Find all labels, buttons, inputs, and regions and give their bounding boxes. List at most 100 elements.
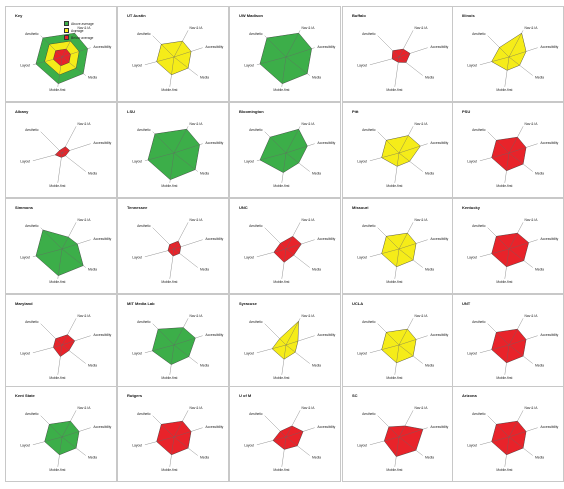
axis-spoke	[394, 436, 400, 467]
axis-spoke	[264, 35, 287, 58]
legend-label: Below average	[71, 35, 94, 40]
axis-label: Media	[88, 76, 97, 80]
axis-spoke	[169, 56, 175, 87]
axis-spoke	[173, 239, 203, 250]
axis-label: Mobile-first	[49, 376, 65, 380]
axis-label: Nav & IA	[189, 314, 203, 318]
chart-title: LSU	[127, 109, 135, 114]
axis-spoke	[394, 152, 400, 183]
axis-spoke	[508, 344, 533, 364]
radar-svg-uw-madison: Nav & IA Accessibility Media Mobile-first La…	[244, 26, 335, 92]
axis-spoke	[508, 30, 524, 58]
axis-spoke	[32, 56, 63, 65]
axis-spoke	[285, 410, 301, 438]
axis-spoke	[40, 323, 63, 346]
axis-label: Accessibility	[430, 333, 448, 337]
radar-svg-ucla: Nav & IA Accessibility Media Mobile-first La…	[357, 314, 448, 380]
axis-label: Aesthetic	[362, 412, 376, 416]
axis-label: Accessibility	[430, 425, 448, 429]
axis-label: Nav & IA	[77, 314, 91, 318]
axis-label: Accessibility	[93, 141, 111, 145]
axis-label: Nav & IA	[301, 122, 315, 126]
radar-shape-u-of-m	[272, 425, 304, 450]
axis-spoke	[487, 323, 510, 346]
axis-label: Aesthetic	[249, 412, 263, 416]
axis-label: Mobile-first	[273, 184, 289, 188]
axis-spoke	[144, 248, 175, 257]
axis-label: Aesthetic	[137, 32, 151, 36]
radar-cell-pitt: Pitt Nav & IA Accessibility Media Mobile-fir…	[342, 102, 454, 198]
axis-label: Nav & IA	[414, 122, 428, 126]
radar-cell-bloomington: Bloomington Nav & IA Accessibility Media Mob…	[229, 102, 341, 198]
axis-label: Aesthetic	[362, 32, 376, 36]
axis-spoke	[144, 344, 175, 353]
axis-label: Layout	[244, 160, 254, 164]
axis-spoke	[398, 143, 428, 154]
radar-svg-illinois: Nav & IA Accessibility Media Mobile-first La…	[467, 26, 558, 92]
axis-label: Layout	[467, 352, 477, 356]
chart-title: PSU	[462, 109, 471, 114]
radar-svg-tennessee: Nav & IA Accessibility Media Mobile-first La…	[132, 218, 223, 284]
axis-spoke	[487, 227, 510, 250]
axis-spoke	[398, 335, 428, 346]
axis-label: Accessibility	[317, 333, 335, 337]
radar-svg-albany: Nav & IA Accessibility Media Mobile-first La…	[20, 122, 111, 188]
axis-label: Layout	[467, 160, 477, 164]
axis-label: Layout	[244, 444, 254, 448]
axis-spoke	[256, 344, 287, 353]
radar-svg-psu: Nav & IA Accessibility Media Mobile-first La…	[467, 122, 558, 188]
axis-spoke	[61, 126, 77, 154]
axis-spoke	[256, 152, 287, 161]
axis-label: Nav & IA	[77, 218, 91, 222]
axis-spoke	[377, 323, 400, 346]
axis-spoke	[173, 126, 189, 154]
axis-spoke	[285, 318, 301, 346]
axis-label: Nav & IA	[301, 406, 315, 410]
axis-label: Accessibility	[317, 141, 335, 145]
axis-spoke	[377, 131, 400, 154]
radar-svg-key: Nav & IA Accessibility Media Mobile-first La…	[20, 26, 111, 92]
axis-label: Media	[88, 456, 97, 460]
radar-svg-kentucky: Nav & IA Accessibility Media Mobile-first La…	[467, 218, 558, 284]
axis-spoke	[508, 239, 538, 250]
axis-label: Accessibility	[430, 45, 448, 49]
axis-spoke	[508, 436, 533, 456]
axis-spoke	[285, 143, 315, 154]
axis-label: Media	[312, 76, 321, 80]
radar-svg-rutgers: Nav & IA Accessibility Media Mobile-first La…	[132, 406, 223, 472]
axis-spoke	[508, 335, 538, 346]
axis-label: Nav & IA	[77, 26, 91, 30]
axis-spoke	[256, 248, 287, 257]
axis-spoke	[32, 436, 63, 445]
axis-spoke	[173, 30, 189, 58]
axis-spoke	[61, 344, 86, 364]
axis-label: Layout	[357, 256, 367, 260]
axis-label: Accessibility	[317, 45, 335, 49]
legend-label: Average	[71, 28, 84, 33]
chart-title: Syracuse	[239, 301, 257, 306]
radar-svg-maryland: Nav & IA Accessibility Media Mobile-first La…	[20, 314, 111, 380]
axis-label: Mobile-first	[49, 184, 65, 188]
axis-label: Mobile-first	[161, 468, 177, 472]
radar-cell-sc: SC Nav & IA Accessibility Media Mobile-first…	[342, 386, 454, 482]
axis-label: Mobile-first	[496, 280, 512, 284]
axis-spoke	[152, 35, 175, 58]
axis-spoke	[61, 56, 86, 76]
axis-label: Aesthetic	[25, 128, 39, 132]
axis-label: Nav & IA	[524, 26, 538, 30]
axis-label: Nav & IA	[414, 218, 428, 222]
axis-label: Media	[425, 456, 434, 460]
axis-spoke	[398, 410, 414, 438]
axis-label: Mobile-first	[496, 468, 512, 472]
radar-shape-simmons	[35, 229, 84, 276]
axis-spoke	[281, 344, 287, 375]
axis-label: Aesthetic	[362, 320, 376, 324]
radar-shape-buffalo	[391, 48, 411, 63]
axis-label: Mobile-first	[161, 280, 177, 284]
radar-cell-mit-media-lab: MIT Media Lab Nav & IA Accessibility Media M…	[117, 294, 229, 390]
axis-label: Layout	[357, 444, 367, 448]
legend-swatch	[64, 35, 69, 40]
axis-spoke	[173, 436, 198, 456]
radar-svg-syracuse: Nav & IA Accessibility Media Mobile-first La…	[244, 314, 335, 380]
chart-title: Tennessee	[127, 205, 148, 210]
